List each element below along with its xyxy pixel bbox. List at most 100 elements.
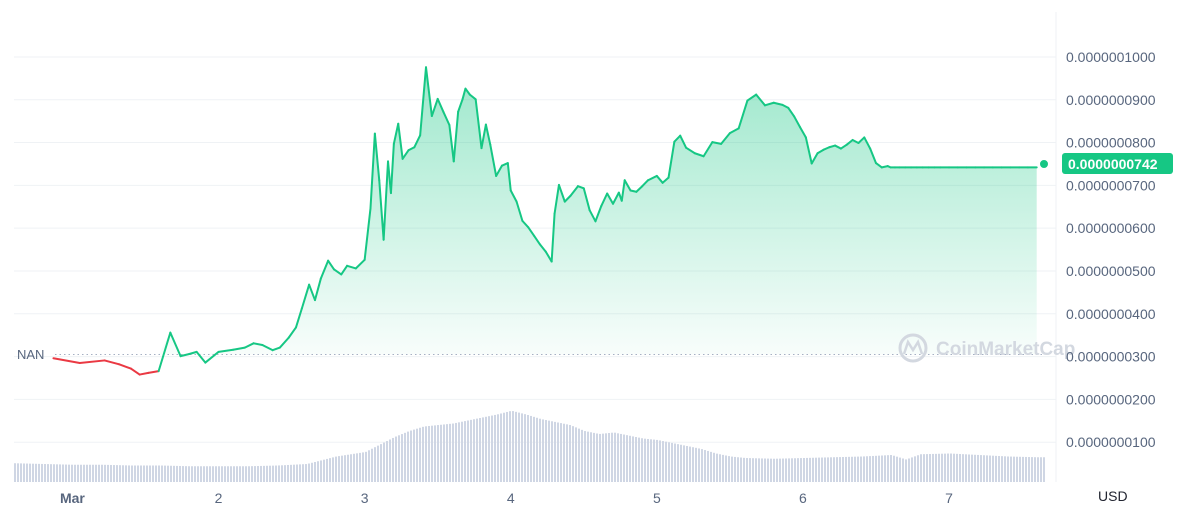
price-line-segment — [448, 124, 455, 163]
volume-bar — [893, 455, 895, 482]
price-line[interactable] — [52, 66, 1038, 376]
volume-bar — [215, 466, 217, 482]
volume-bar — [251, 466, 253, 482]
price-line-segment — [378, 179, 385, 241]
volume-bar — [557, 422, 559, 482]
volume-bar — [563, 423, 565, 482]
volume-bar — [695, 447, 697, 482]
volume-bar — [320, 460, 322, 482]
baseline: NAN — [17, 347, 1044, 362]
volume-bar — [554, 421, 556, 482]
volume-bar — [479, 418, 481, 482]
price-line-segment — [52, 357, 81, 365]
volume-bar — [218, 466, 220, 482]
volume-bar — [899, 457, 901, 482]
price-line-segment — [232, 346, 246, 351]
volume-bar — [359, 452, 361, 482]
price-line-segment — [869, 147, 877, 165]
volume-bar — [539, 418, 541, 482]
volume-bar — [155, 465, 157, 482]
volume-bar — [1028, 457, 1030, 482]
volume-bar — [1031, 457, 1033, 482]
volume-bar — [638, 437, 640, 482]
volume-bar — [683, 445, 685, 482]
volume-bar — [758, 458, 760, 482]
price-line-segment — [430, 97, 439, 118]
volume-bar — [626, 435, 628, 482]
volume-bar — [476, 418, 478, 482]
price-line-segment — [553, 183, 560, 215]
price-line-segment — [874, 162, 883, 169]
price-line-segment — [464, 87, 471, 96]
volume-bar — [677, 444, 679, 482]
volume-bar — [653, 439, 655, 482]
volume-bar — [650, 439, 652, 482]
volume-bar — [602, 433, 604, 482]
price-line-segment — [781, 103, 790, 109]
volume-bar — [503, 412, 505, 482]
volume-bar — [818, 457, 820, 482]
price-line-segment — [693, 152, 705, 158]
volume-bar — [944, 453, 946, 482]
volume-bar — [68, 464, 70, 482]
volume-bar — [836, 457, 838, 482]
volume-bar — [500, 413, 502, 482]
volume-bar — [443, 424, 445, 482]
volume-bar — [299, 464, 301, 482]
volume-bar — [278, 465, 280, 482]
price-line-segment — [169, 331, 182, 358]
volume-bar — [152, 465, 154, 482]
volume-bar — [1043, 457, 1045, 482]
volume-bar — [827, 457, 829, 482]
volume-bar — [812, 457, 814, 482]
volume-bar — [845, 456, 847, 482]
volume-bar — [707, 450, 709, 482]
volume-bar — [590, 432, 592, 482]
volume-bar — [395, 436, 397, 482]
x-axis: Mar 2 3 4 5 6 7 — [60, 490, 953, 506]
volume-bar — [83, 464, 85, 482]
volume-bar — [89, 464, 91, 482]
volume-bar — [905, 459, 907, 482]
price-line-segment — [804, 136, 813, 165]
volume-bar — [245, 466, 247, 482]
price-line-segment — [243, 342, 255, 349]
volume-bar — [689, 446, 691, 482]
price-line-segment — [294, 307, 303, 329]
price-line-segment — [550, 212, 556, 263]
volume-bar — [533, 416, 535, 482]
volume-bar — [938, 453, 940, 482]
volume-bar — [950, 453, 952, 482]
volume-bar — [164, 465, 166, 482]
volume-bar — [584, 431, 586, 482]
volume-bar — [1013, 456, 1015, 482]
price-line-segment — [363, 207, 372, 261]
volume-bar — [797, 458, 799, 482]
volume-bar — [332, 457, 334, 482]
volume-bar — [128, 465, 130, 482]
volume-bar — [242, 466, 244, 482]
y-tick-label: 0.0000000800 — [1066, 135, 1156, 151]
price-line-segment — [679, 134, 688, 149]
volume-bar — [821, 457, 823, 482]
price-line-segment — [685, 146, 696, 155]
price-line-segment — [217, 348, 235, 353]
price-line-segment — [369, 132, 376, 210]
volume-bar — [323, 459, 325, 482]
price-line-segment — [845, 138, 854, 146]
volume-bar — [617, 433, 619, 482]
volume-bar — [791, 458, 793, 482]
price-line-segment — [506, 162, 512, 192]
volume-bar — [371, 448, 373, 482]
volume-bar — [752, 458, 754, 482]
volume-bar — [116, 465, 118, 482]
volume-bar — [608, 433, 610, 482]
volume-bar — [272, 465, 274, 482]
volume-bar — [887, 455, 889, 482]
price-line-segment — [278, 336, 290, 349]
volume-bar — [968, 454, 970, 482]
volume-bar — [965, 454, 967, 482]
volume-bar — [437, 425, 439, 482]
